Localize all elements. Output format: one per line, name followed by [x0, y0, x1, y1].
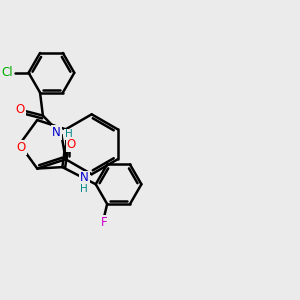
Text: F: F [101, 216, 108, 229]
Text: N: N [80, 172, 89, 184]
Text: O: O [67, 138, 76, 151]
Text: H: H [80, 184, 88, 194]
Text: N: N [52, 126, 61, 139]
Text: H: H [65, 129, 73, 140]
Text: O: O [15, 103, 25, 116]
Text: O: O [16, 141, 26, 154]
Text: Cl: Cl [1, 66, 13, 79]
